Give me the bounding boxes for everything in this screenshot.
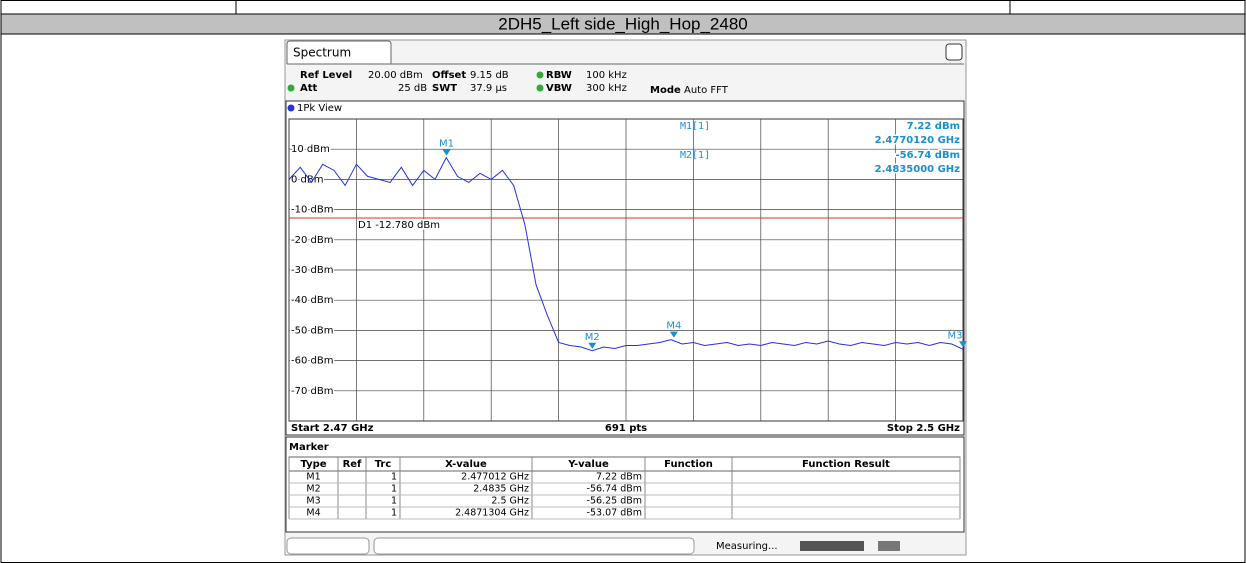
readout-label: M1[1] <box>680 121 710 132</box>
trace-indicator <box>287 104 295 112</box>
header-title: 2DH5_Left side_High_Hop_2480 <box>498 14 748 33</box>
table-cell: -56.25 dBm <box>587 496 642 507</box>
column-header: Type <box>300 459 326 470</box>
column-header: Trc <box>375 459 392 470</box>
table-cell: 7.22 dBm <box>596 472 642 483</box>
y-tick-label: -40 dBm <box>291 295 333 306</box>
table-cell: 1 <box>391 472 397 483</box>
threshold-label: D1 -12.780 dBm <box>358 220 440 231</box>
column-header: Y-value <box>567 459 609 470</box>
table-cell: M2 <box>306 484 320 495</box>
marker-triangle <box>588 342 597 349</box>
setting-label: SWT <box>432 83 457 94</box>
setting-label: Att <box>300 83 318 94</box>
y-tick-label: -10 dBm <box>291 205 333 216</box>
readout-label: M2[1] <box>680 150 710 161</box>
y-tick-label: 0 dBm <box>291 174 324 185</box>
marker-triangle <box>959 341 967 348</box>
table-cell: 2.5 GHz <box>491 496 529 507</box>
y-tick-label: -20 dBm <box>291 235 333 246</box>
readout-freq: 2.4770120 GHz <box>875 135 961 146</box>
readout-value: 7.22 dBm <box>907 121 960 132</box>
setting-label: Offset <box>432 70 466 81</box>
marker-label: M2 <box>585 332 600 343</box>
tab <box>286 40 392 64</box>
setting-value: 300 kHz <box>586 83 627 94</box>
table-cell: -56.74 dBm <box>587 484 642 495</box>
indicator <box>536 84 544 92</box>
setting-value: 20.00 dBm <box>368 70 423 81</box>
y-tick-label: -70 dBm <box>291 386 333 397</box>
table-cell: 2.4871304 GHz <box>455 508 529 519</box>
view-label: 1Pk View <box>297 103 342 114</box>
marker-title: Marker <box>289 442 329 453</box>
readout-freq: 2.4835000 GHz <box>875 164 961 175</box>
y-tick-label: -30 dBm <box>291 265 333 276</box>
marker-triangle <box>669 331 678 338</box>
setting-label: Ref Level <box>300 70 352 81</box>
column-header: Function Result <box>802 459 890 470</box>
setting-value: 100 kHz <box>586 70 627 81</box>
y-tick-label: -60 dBm <box>291 356 333 367</box>
setting-label: Mode <box>650 85 681 96</box>
column-header: Function <box>664 459 713 470</box>
table-cell: M1 <box>306 472 320 483</box>
progress-icon <box>878 541 900 551</box>
setting-value: 9.15 dB <box>470 70 509 81</box>
setting-label: RBW <box>546 70 572 81</box>
table-cell: -53.07 dBm <box>587 508 642 519</box>
setting-value: 25 dB <box>398 83 427 94</box>
y-tick-label: -50 dBm <box>291 325 333 336</box>
marker-panel <box>285 436 965 533</box>
trace <box>288 156 964 352</box>
table-cell: M4 <box>306 508 320 519</box>
plot-frame <box>285 100 965 436</box>
table-cell: 2.4835 GHz <box>473 484 529 495</box>
marker-label: M4 <box>666 321 681 332</box>
marker-triangle <box>442 149 451 156</box>
menu-icon[interactable] <box>945 43 963 61</box>
table-cell: 1 <box>391 508 397 519</box>
table-cell: 2.477012 GHz <box>461 472 529 483</box>
indicator <box>287 84 295 92</box>
marker-label: M1 <box>439 139 454 150</box>
readout-value: -56.74 dBm <box>896 150 960 161</box>
status-box <box>373 537 695 555</box>
indicator <box>536 71 544 79</box>
y-tick-label: 10 dBm <box>291 144 330 155</box>
table-cell: 1 <box>391 496 397 507</box>
status-box <box>286 537 370 555</box>
x-points: 691 pts <box>605 423 647 434</box>
x-stop: Stop 2.5 GHz <box>887 423 960 434</box>
setting-label: VBW <box>546 83 572 94</box>
table-cell: M3 <box>306 496 320 507</box>
header-band <box>0 13 1246 35</box>
setting-value: 37.9 µs <box>470 83 507 94</box>
progress-bar <box>800 541 864 551</box>
x-start: Start 2.47 GHz <box>291 423 374 434</box>
status-text: Measuring... <box>716 541 778 552</box>
tab-label: Spectrum <box>293 46 351 60</box>
marker-label: M3 <box>948 330 963 341</box>
column-header: X-value <box>445 459 487 470</box>
column-header: Ref <box>343 459 362 470</box>
setting-value: Auto FFT <box>684 85 729 96</box>
table-cell: 1 <box>391 484 397 495</box>
